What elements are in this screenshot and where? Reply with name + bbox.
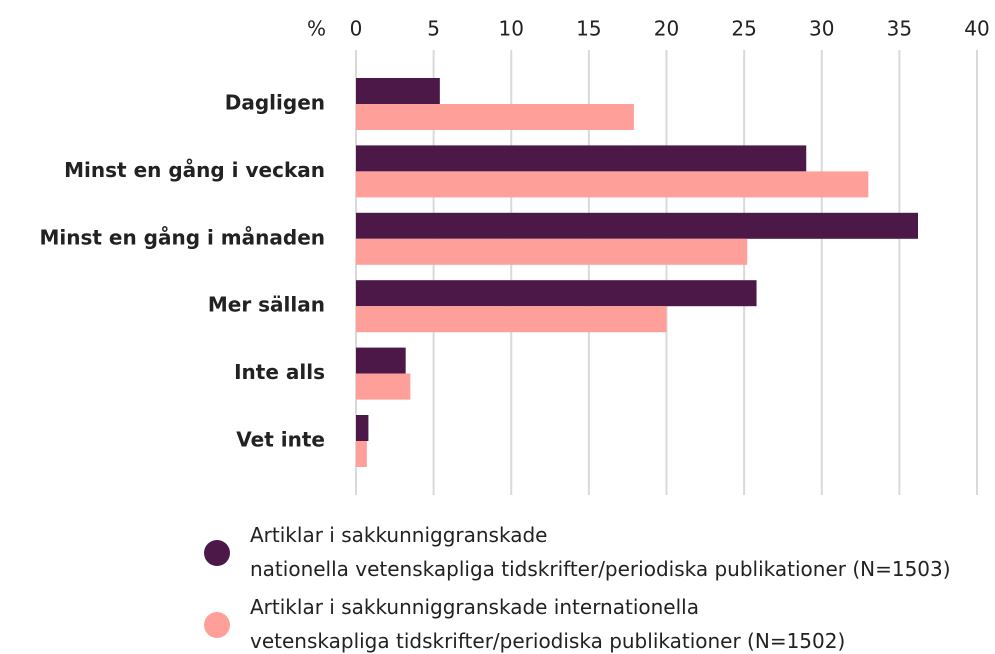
x-tick-label: 10 bbox=[499, 17, 524, 41]
x-tick-label: 15 bbox=[576, 17, 601, 41]
bar bbox=[356, 104, 634, 130]
bar bbox=[356, 78, 440, 104]
bar bbox=[356, 373, 411, 400]
category-label: Vet inte bbox=[236, 428, 325, 452]
bar bbox=[356, 441, 367, 467]
x-tick-label: 20 bbox=[654, 17, 679, 41]
legend-marker bbox=[204, 612, 230, 638]
x-tick-label: 40 bbox=[964, 17, 989, 41]
bar bbox=[356, 145, 807, 172]
category-label: Minst en gång i veckan bbox=[64, 158, 325, 182]
category-label: Mer sällan bbox=[208, 293, 325, 317]
legend-label: Artiklar i sakkunniggranskade nationella … bbox=[250, 523, 951, 581]
bar bbox=[356, 171, 869, 198]
legend-label: Artiklar i sakkunniggranskade internatio… bbox=[250, 595, 845, 653]
bar bbox=[356, 415, 369, 441]
bar bbox=[356, 238, 748, 265]
x-axis-label: % bbox=[307, 17, 326, 41]
x-tick-label: 35 bbox=[887, 17, 912, 41]
bar bbox=[356, 212, 919, 239]
category-label: Minst en gång i månaden bbox=[39, 225, 325, 249]
bar bbox=[356, 347, 406, 374]
x-tick-label: 5 bbox=[427, 17, 440, 41]
bar bbox=[356, 306, 667, 333]
legend-marker bbox=[204, 540, 230, 566]
category-label: Inte alls bbox=[234, 360, 325, 384]
category-label: Dagligen bbox=[225, 91, 325, 115]
x-tick-label: 30 bbox=[809, 17, 834, 41]
x-tick-label: 0 bbox=[350, 17, 363, 41]
bar bbox=[356, 280, 757, 307]
x-tick-label: 25 bbox=[731, 17, 756, 41]
